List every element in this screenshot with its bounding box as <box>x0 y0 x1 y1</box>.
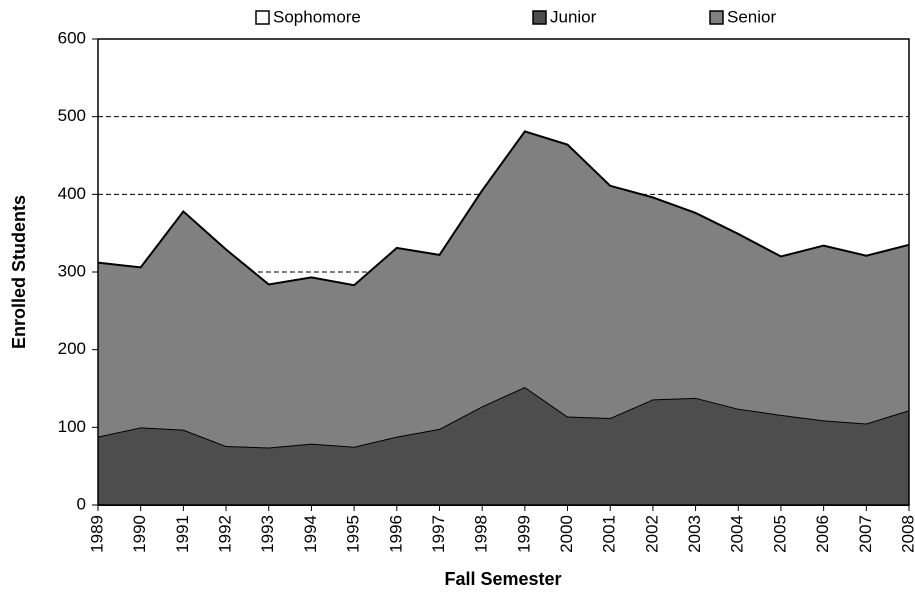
x-tick-label: 2007 <box>856 515 875 553</box>
area <box>98 131 909 448</box>
y-tick-label: 0 <box>77 494 86 513</box>
x-tick-label: 2001 <box>600 515 619 553</box>
x-tick-label: 2005 <box>770 515 789 553</box>
x-tick-label: 1991 <box>173 515 192 553</box>
y-axis-title: Enrolled Students <box>9 195 29 349</box>
area <box>98 386 909 505</box>
x-tick-label: 1994 <box>301 515 320 553</box>
x-tick-label: 2000 <box>557 515 576 553</box>
legend-swatch <box>255 10 270 25</box>
x-axis-title: Fall Semester <box>444 569 561 589</box>
legend-label: Junior <box>550 7 597 26</box>
legend-label: Senior <box>727 7 776 26</box>
area-outline <box>97 130 910 287</box>
x-tick-label: 2003 <box>685 515 704 553</box>
x-tick-label: 1995 <box>344 515 363 553</box>
x-tick-label: 1999 <box>514 515 533 553</box>
y-tick-label: 600 <box>58 28 86 47</box>
legend-label: Sophomore <box>273 7 361 26</box>
x-tick-label: 1990 <box>130 515 149 553</box>
x-tick-label: 2008 <box>898 515 915 553</box>
x-tick-label: 2002 <box>642 515 661 553</box>
y-tick-label: 300 <box>58 261 86 280</box>
y-tick-label: 500 <box>58 106 86 125</box>
x-tick-label: 2004 <box>728 515 747 553</box>
x-tick-label: 2006 <box>813 515 832 553</box>
x-tick-label: 1993 <box>258 515 277 553</box>
legend-swatch <box>709 10 724 25</box>
x-tick-label: 1996 <box>386 515 405 553</box>
y-tick-label: 100 <box>58 417 86 436</box>
legend-swatch <box>532 10 547 25</box>
x-tick-label: 1992 <box>216 515 235 553</box>
x-tick-label: 1997 <box>429 515 448 553</box>
x-tick-label: 1998 <box>472 515 491 553</box>
plot-frame <box>97 38 910 506</box>
x-tick-label: 1989 <box>87 515 106 553</box>
y-tick-label: 400 <box>58 184 86 203</box>
y-tick-label: 200 <box>58 339 86 358</box>
